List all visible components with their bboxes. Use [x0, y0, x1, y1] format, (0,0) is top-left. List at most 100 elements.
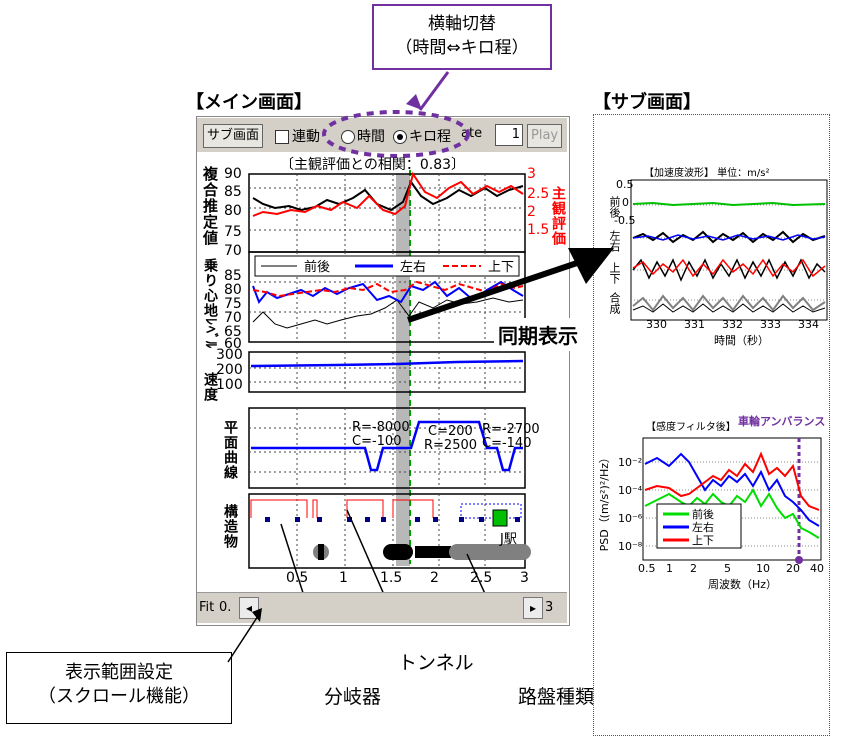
psd-ytick-0: 10⁻² [618, 456, 643, 469]
sub-window [593, 114, 830, 736]
accel-ytick-2: -0.5 [614, 214, 636, 227]
psd-xtick-1: 1 [666, 562, 673, 575]
accel-chart [630, 179, 828, 321]
psd-xlabel: 周波数（Hz） [708, 578, 778, 591]
correlation-title: 〔主観評価との相関：0.83〕 [280, 157, 466, 173]
scroll-right-value: 3 [545, 600, 554, 615]
sync-checkbox[interactable] [275, 130, 289, 144]
axis-switch-callout-line2: （時間⇔キロ程） [395, 38, 529, 58]
ride-ytick-0: 85 [224, 268, 242, 284]
ride-legend-fb: 前後 [304, 260, 331, 275]
composite-ytick-right-0: 3 [527, 166, 536, 182]
composite-ytick-3: 75 [224, 224, 242, 240]
roadbed-label: 路盤種類 [518, 686, 595, 708]
composite-ytick-right-3: 1.5 [527, 222, 550, 238]
curve-ann-r8000: R=-8000 [352, 420, 410, 435]
curve-ann-r2500: R=2500 [424, 438, 478, 453]
accel-ch-total: 合成 [608, 292, 621, 314]
curve-ann-c140: C=-140 [482, 436, 532, 451]
range-setting-pointer [227, 608, 262, 663]
psd-legend-fb: 前後 [692, 508, 714, 521]
ride-ytick-2: 75 [224, 296, 242, 312]
accel-xtick-2: 332 [722, 318, 743, 331]
main-xtick-3: 2 [430, 570, 439, 586]
main-xtick-0: 0.5 [286, 570, 309, 586]
psd-title: 【感度フィルタ後】 [646, 422, 736, 433]
psd-ylabel: PSD（(m/s²)²/Hz） [598, 452, 611, 552]
radio-time[interactable] [341, 130, 355, 144]
axis-switch-callout-line1: 横軸切替 [428, 14, 496, 34]
psd-ytick-2: 10⁻⁶ [618, 512, 643, 525]
fit-value[interactable]: 0. [219, 600, 232, 615]
sync-arrow [407, 248, 614, 323]
ride-comfort-ylabel: 乗り心地ﾚﾍﾞﾙ [202, 258, 218, 349]
ride-ytick-5: 60 [224, 336, 242, 352]
main-xtick-1: 1 [339, 570, 348, 586]
switch-label: 分岐器 [324, 686, 382, 708]
main-chart-area [248, 170, 531, 592]
play-button[interactable]: Play [527, 124, 563, 148]
composite-ytick-right-2: 2 [527, 204, 536, 220]
ride-legend-ud: 上下 [488, 260, 515, 275]
range-setting-callout: 表示範囲設定 （スクロール機能） [6, 652, 232, 724]
accel-xtick-3: 333 [760, 318, 781, 331]
rate-input[interactable]: 1 [495, 124, 523, 146]
accel-ytick-1: 0 [622, 196, 629, 209]
range-setting-line1: 表示範囲設定 [65, 662, 173, 683]
speed-ytick-0: 300 [216, 347, 243, 363]
psd-marker-label: 車輪アンバランス [738, 415, 826, 428]
composite-ytick-0: 90 [224, 166, 242, 182]
curve-panel-frame [248, 407, 526, 489]
main-window-title: 【メイン画面】 [186, 92, 312, 113]
psd-legend-ud: 上下 [692, 534, 714, 547]
curve-ann-c200: C=200 [428, 424, 473, 439]
structure-ylabel: 構造物 [222, 504, 238, 549]
main-xtick-2: 1.5 [380, 570, 403, 586]
scroll-right-button[interactable]: ▸ [523, 597, 543, 619]
psd-xtick-6: 40 [810, 562, 824, 575]
curve-ann-r2700: R=-2700 [482, 422, 540, 437]
axis-switch-callout: 横軸切替 （時間⇔キロ程） [372, 4, 552, 70]
ride-legend-lr: 左右 [400, 260, 427, 275]
composite-ylabel-right: 主観評価 [550, 186, 566, 246]
curve-ylabel: 平面曲線 [222, 420, 238, 480]
psd-legend-lr: 左右 [692, 521, 714, 534]
sync-display-label: 同期表示 [494, 318, 582, 351]
speed-ytick-2: 100 [216, 377, 243, 393]
accel-xtick-1: 331 [684, 318, 705, 331]
ride-comfort-panel-frame [248, 251, 526, 343]
sub-screen-button[interactable]: サブ画面 [203, 124, 264, 148]
composite-ytick-2: 80 [224, 203, 242, 219]
curve-ann-c100: C=-100 [352, 434, 402, 449]
speed-ylabel: 速度 [202, 372, 218, 402]
radio-time-label: 時間 [357, 129, 385, 145]
sync-checkbox-label: 連動 [292, 129, 320, 145]
accel-ch-lr: 左右 [608, 230, 621, 252]
psd-xtick-2: 2 [690, 562, 697, 575]
ride-ytick-4: 65 [224, 324, 242, 340]
station-label: J駅 [500, 532, 517, 547]
fit-label: Fit [199, 600, 215, 615]
composite-ytick-4: 70 [224, 243, 242, 259]
tunnel-label: トンネル [398, 652, 474, 674]
ride-ytick-3: 70 [224, 310, 242, 326]
psd-xtick-0: 0.5 [638, 562, 656, 575]
speed-panel-frame [248, 351, 526, 393]
psd-ytick-1: 10⁻⁴ [618, 484, 643, 497]
accel-title: 【加速度波形】 単位：m/s² [644, 168, 770, 179]
composite-ytick-right-1: 2.5 [527, 186, 550, 202]
accel-xtick-0: 330 [646, 318, 667, 331]
accel-ch-fb: 前後 [608, 196, 621, 218]
ride-ytick-1: 80 [224, 282, 242, 298]
radio-km[interactable] [393, 130, 407, 144]
radio-km-label: キロ程 [409, 129, 451, 145]
main-toolbar: サブ画面 連動 時間 キロ程 ate 1 Play [197, 118, 567, 152]
range-setting-line2: （スクロール機能） [38, 686, 200, 707]
main-xtick-4: 2.5 [470, 570, 493, 586]
axis-switch-highlight [322, 71, 470, 158]
composite-ytick-1: 85 [224, 184, 242, 200]
psd-xtick-4: 10 [756, 562, 770, 575]
main-xtick-5: 3 [520, 570, 529, 586]
accel-ch-ud: 上下 [608, 262, 621, 284]
psd-xtick-3: 5 [724, 562, 731, 575]
